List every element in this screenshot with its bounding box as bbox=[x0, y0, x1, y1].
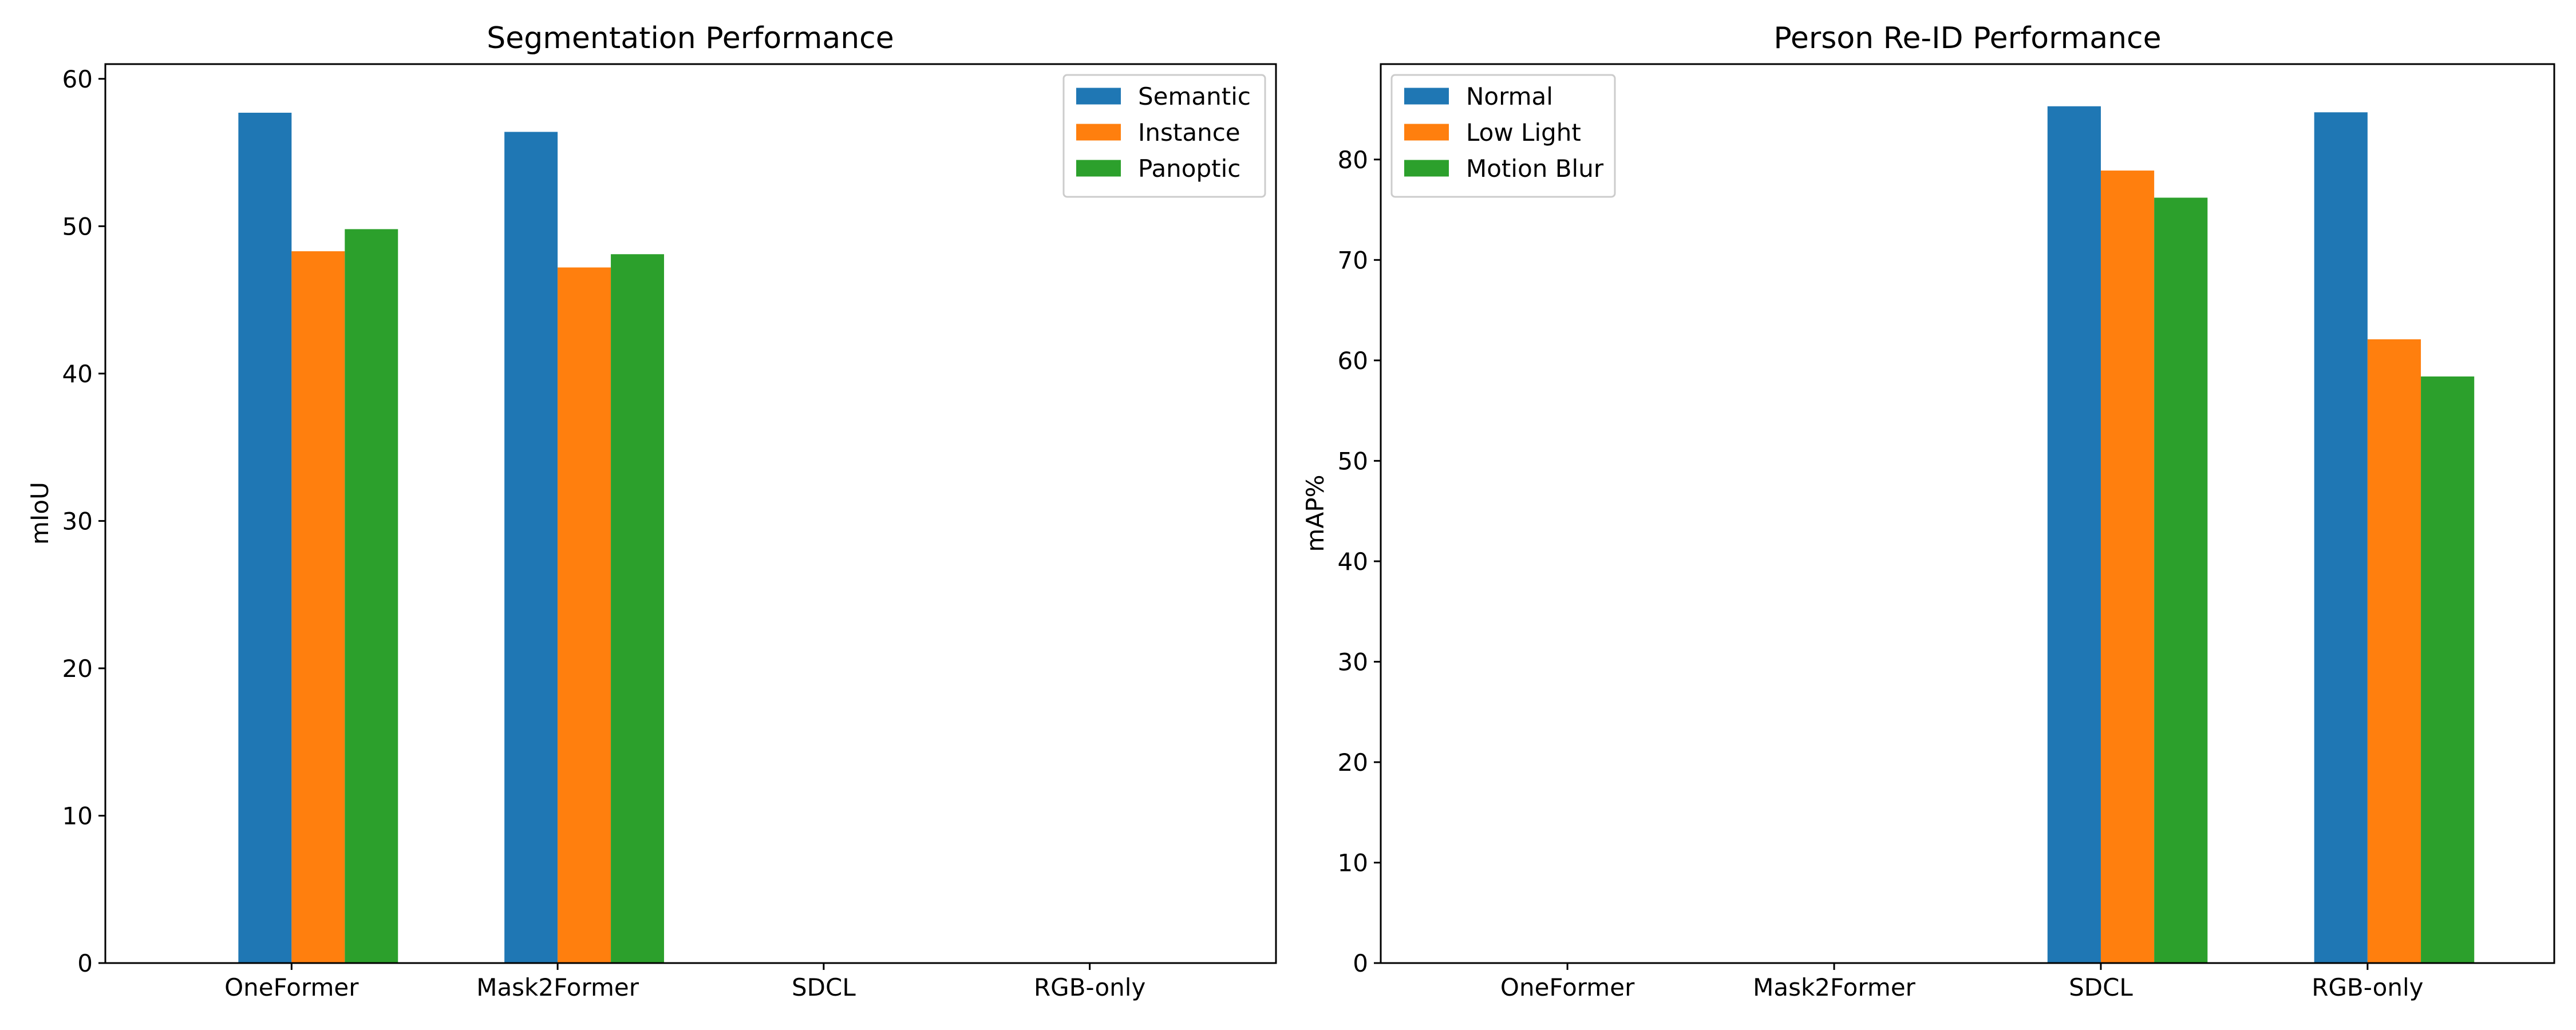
segmentation-bars bbox=[238, 112, 665, 964]
legend-label-instance: Instance bbox=[1138, 118, 1240, 146]
segmentation-title: Segmentation Performance bbox=[487, 21, 894, 56]
y-tick-label: 80 bbox=[1338, 146, 1368, 174]
bar-panoptic-mask2former bbox=[611, 254, 665, 963]
x-tick-label-rgb-only: RGB-only bbox=[1034, 973, 1145, 1001]
bar-normal-rgb-only bbox=[2314, 112, 2368, 963]
y-tick-label: 50 bbox=[1338, 447, 1368, 475]
legend-swatch-normal bbox=[1404, 88, 1449, 105]
bar-semantic-oneformer bbox=[238, 112, 292, 963]
reid-legend: Normal Low Light Motion Blur bbox=[1390, 74, 1616, 198]
bar-instance-mask2former bbox=[558, 267, 611, 964]
y-tick-label: 30 bbox=[62, 507, 93, 535]
chart-person-reid: 0 10 20 30 40 50 60 70 80 OneFormer Mask2Former SD… bbox=[1301, 21, 2555, 1001]
reid-x-ticks: OneFormer Mask2Former SDCL RGB-only bbox=[1500, 963, 2424, 1001]
bar-low-light-sdcl bbox=[2100, 171, 2155, 964]
y-tick-label: 60 bbox=[1338, 347, 1368, 375]
legend-swatch-instance bbox=[1076, 124, 1121, 141]
y-tick-label: 40 bbox=[62, 360, 93, 388]
x-tick-label-oneformer: OneFormer bbox=[1500, 973, 1635, 1001]
y-tick-label: 10 bbox=[62, 802, 93, 830]
legend-label-normal: Normal bbox=[1466, 82, 1553, 110]
bar-motion-blur-rgb-only bbox=[2421, 376, 2475, 963]
reid-plot-frame bbox=[1380, 63, 2555, 964]
chart-segmentation: 0 10 20 30 40 50 60 OneFormer Mask2Former SDCL RG… bbox=[26, 21, 1277, 1001]
bar-instance-oneformer bbox=[291, 251, 345, 964]
y-tick-label: 10 bbox=[1338, 849, 1368, 877]
legend-label-low-light: Low Light bbox=[1466, 118, 1581, 146]
segmentation-legend: Semantic Instance Panoptic bbox=[1062, 74, 1266, 198]
x-tick-label-oneformer: OneFormer bbox=[224, 973, 359, 1001]
reid-y-ticks: 0 10 20 30 40 50 60 70 80 bbox=[1338, 146, 1381, 977]
y-tick-label: 40 bbox=[1338, 548, 1368, 576]
reid-title: Person Re-ID Performance bbox=[1773, 21, 2161, 56]
y-tick-label: 50 bbox=[62, 212, 93, 240]
segmentation-x-ticks: OneFormer Mask2Former SDCL RGB-only bbox=[224, 963, 1145, 1001]
legend-swatch-motion-blur bbox=[1404, 160, 1449, 177]
legend-swatch-semantic bbox=[1076, 88, 1121, 105]
bar-low-light-rgb-only bbox=[2367, 339, 2421, 964]
bar-motion-blur-sdcl bbox=[2154, 197, 2208, 964]
y-tick-label: 30 bbox=[1338, 648, 1368, 676]
y-tick-label: 70 bbox=[1338, 246, 1368, 274]
segmentation-y-ticks: 0 10 20 30 40 50 60 bbox=[62, 65, 105, 977]
x-tick-label-rgb-only: RGB-only bbox=[2312, 973, 2423, 1001]
legend-swatch-low-light bbox=[1404, 124, 1449, 141]
y-tick-label: 20 bbox=[62, 655, 93, 683]
y-tick-label: 0 bbox=[1353, 949, 1368, 977]
x-tick-label-mask2former: Mask2Former bbox=[1753, 973, 1916, 1001]
bar-panoptic-oneformer bbox=[345, 229, 398, 963]
y-tick-label: 20 bbox=[1338, 748, 1368, 777]
x-tick-label-mask2former: Mask2Former bbox=[476, 973, 639, 1001]
legend-label-motion-blur: Motion Blur bbox=[1466, 154, 1604, 183]
legend-label-panoptic: Panoptic bbox=[1138, 154, 1240, 183]
reid-bars bbox=[2047, 106, 2475, 964]
bar-normal-sdcl bbox=[2047, 106, 2101, 963]
legend-swatch-panoptic bbox=[1076, 160, 1121, 177]
x-tick-label-sdcl: SDCL bbox=[2069, 973, 2133, 1001]
x-tick-label-sdcl: SDCL bbox=[792, 973, 856, 1001]
segmentation-y-axis-label: mIoU bbox=[26, 482, 54, 545]
segmentation-plot-frame bbox=[104, 63, 1277, 964]
reid-y-axis-label: mAP% bbox=[1301, 475, 1329, 552]
legend-label-semantic: Semantic bbox=[1138, 82, 1251, 110]
bar-semantic-mask2former bbox=[504, 132, 558, 963]
y-tick-label: 0 bbox=[77, 949, 93, 977]
y-tick-label: 60 bbox=[62, 65, 93, 93]
